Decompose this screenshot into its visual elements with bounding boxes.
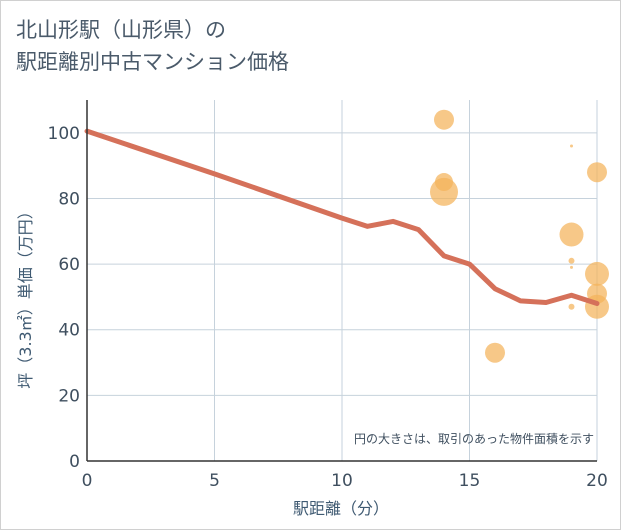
data-bubble (570, 265, 573, 269)
chart-title-line1: 北山形駅（山形県）の (16, 18, 226, 42)
x-tick-label: 15 (459, 471, 481, 491)
data-bubble (585, 261, 609, 286)
data-bubble (568, 257, 575, 264)
y-tick-label: 40 (58, 321, 80, 341)
x-tick-label: 10 (331, 471, 353, 491)
data-bubble (570, 144, 573, 148)
data-bubble (568, 303, 575, 310)
data-bubble (485, 342, 505, 363)
x-tick-label: 5 (209, 471, 220, 491)
data-bubble (559, 222, 584, 247)
x-axis-label: 駅距離（分） (293, 499, 389, 518)
y-tick-label: 0 (69, 452, 80, 472)
chart-title-line2: 駅距離別中古マンション価格 (16, 50, 289, 74)
data-bubble (587, 162, 607, 183)
y-tick-label: 100 (48, 124, 80, 144)
x-tick-label: 20 (586, 471, 608, 491)
x-tick-label: 0 (82, 471, 93, 491)
chart-title: 北山形駅（山形県）の 駅距離別中古マンション価格 (16, 14, 289, 78)
data-bubble (430, 177, 458, 206)
y-tick-label: 80 (58, 189, 80, 209)
bubble-size-note: 円の大きさは、取引のあった物件面積を示す (354, 431, 594, 446)
y-axis-label: 坪（3.3㎡）単価（万円） (16, 203, 35, 388)
trend-line-group (84, 128, 600, 306)
bubbles (430, 109, 609, 363)
y-tick-label: 20 (58, 386, 80, 406)
y-tick-label: 60 (58, 255, 80, 275)
axes: 0 5 10 15 20 0 20 40 60 80 100 (48, 100, 608, 491)
data-bubble (434, 109, 454, 130)
trend-line (84, 128, 600, 306)
